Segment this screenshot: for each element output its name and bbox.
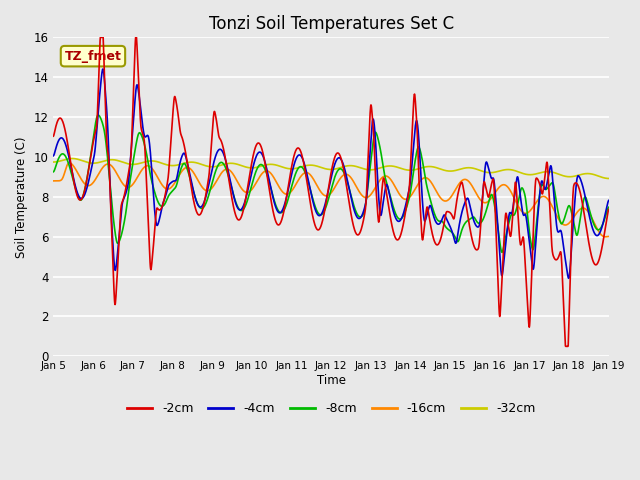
Text: TZ_fmet: TZ_fmet [65, 49, 122, 63]
Y-axis label: Soil Temperature (C): Soil Temperature (C) [15, 136, 28, 258]
X-axis label: Time: Time [317, 374, 346, 387]
Title: Tonzi Soil Temperatures Set C: Tonzi Soil Temperatures Set C [209, 15, 454, 33]
Legend: -2cm, -4cm, -8cm, -16cm, -32cm: -2cm, -4cm, -8cm, -16cm, -32cm [122, 397, 540, 420]
